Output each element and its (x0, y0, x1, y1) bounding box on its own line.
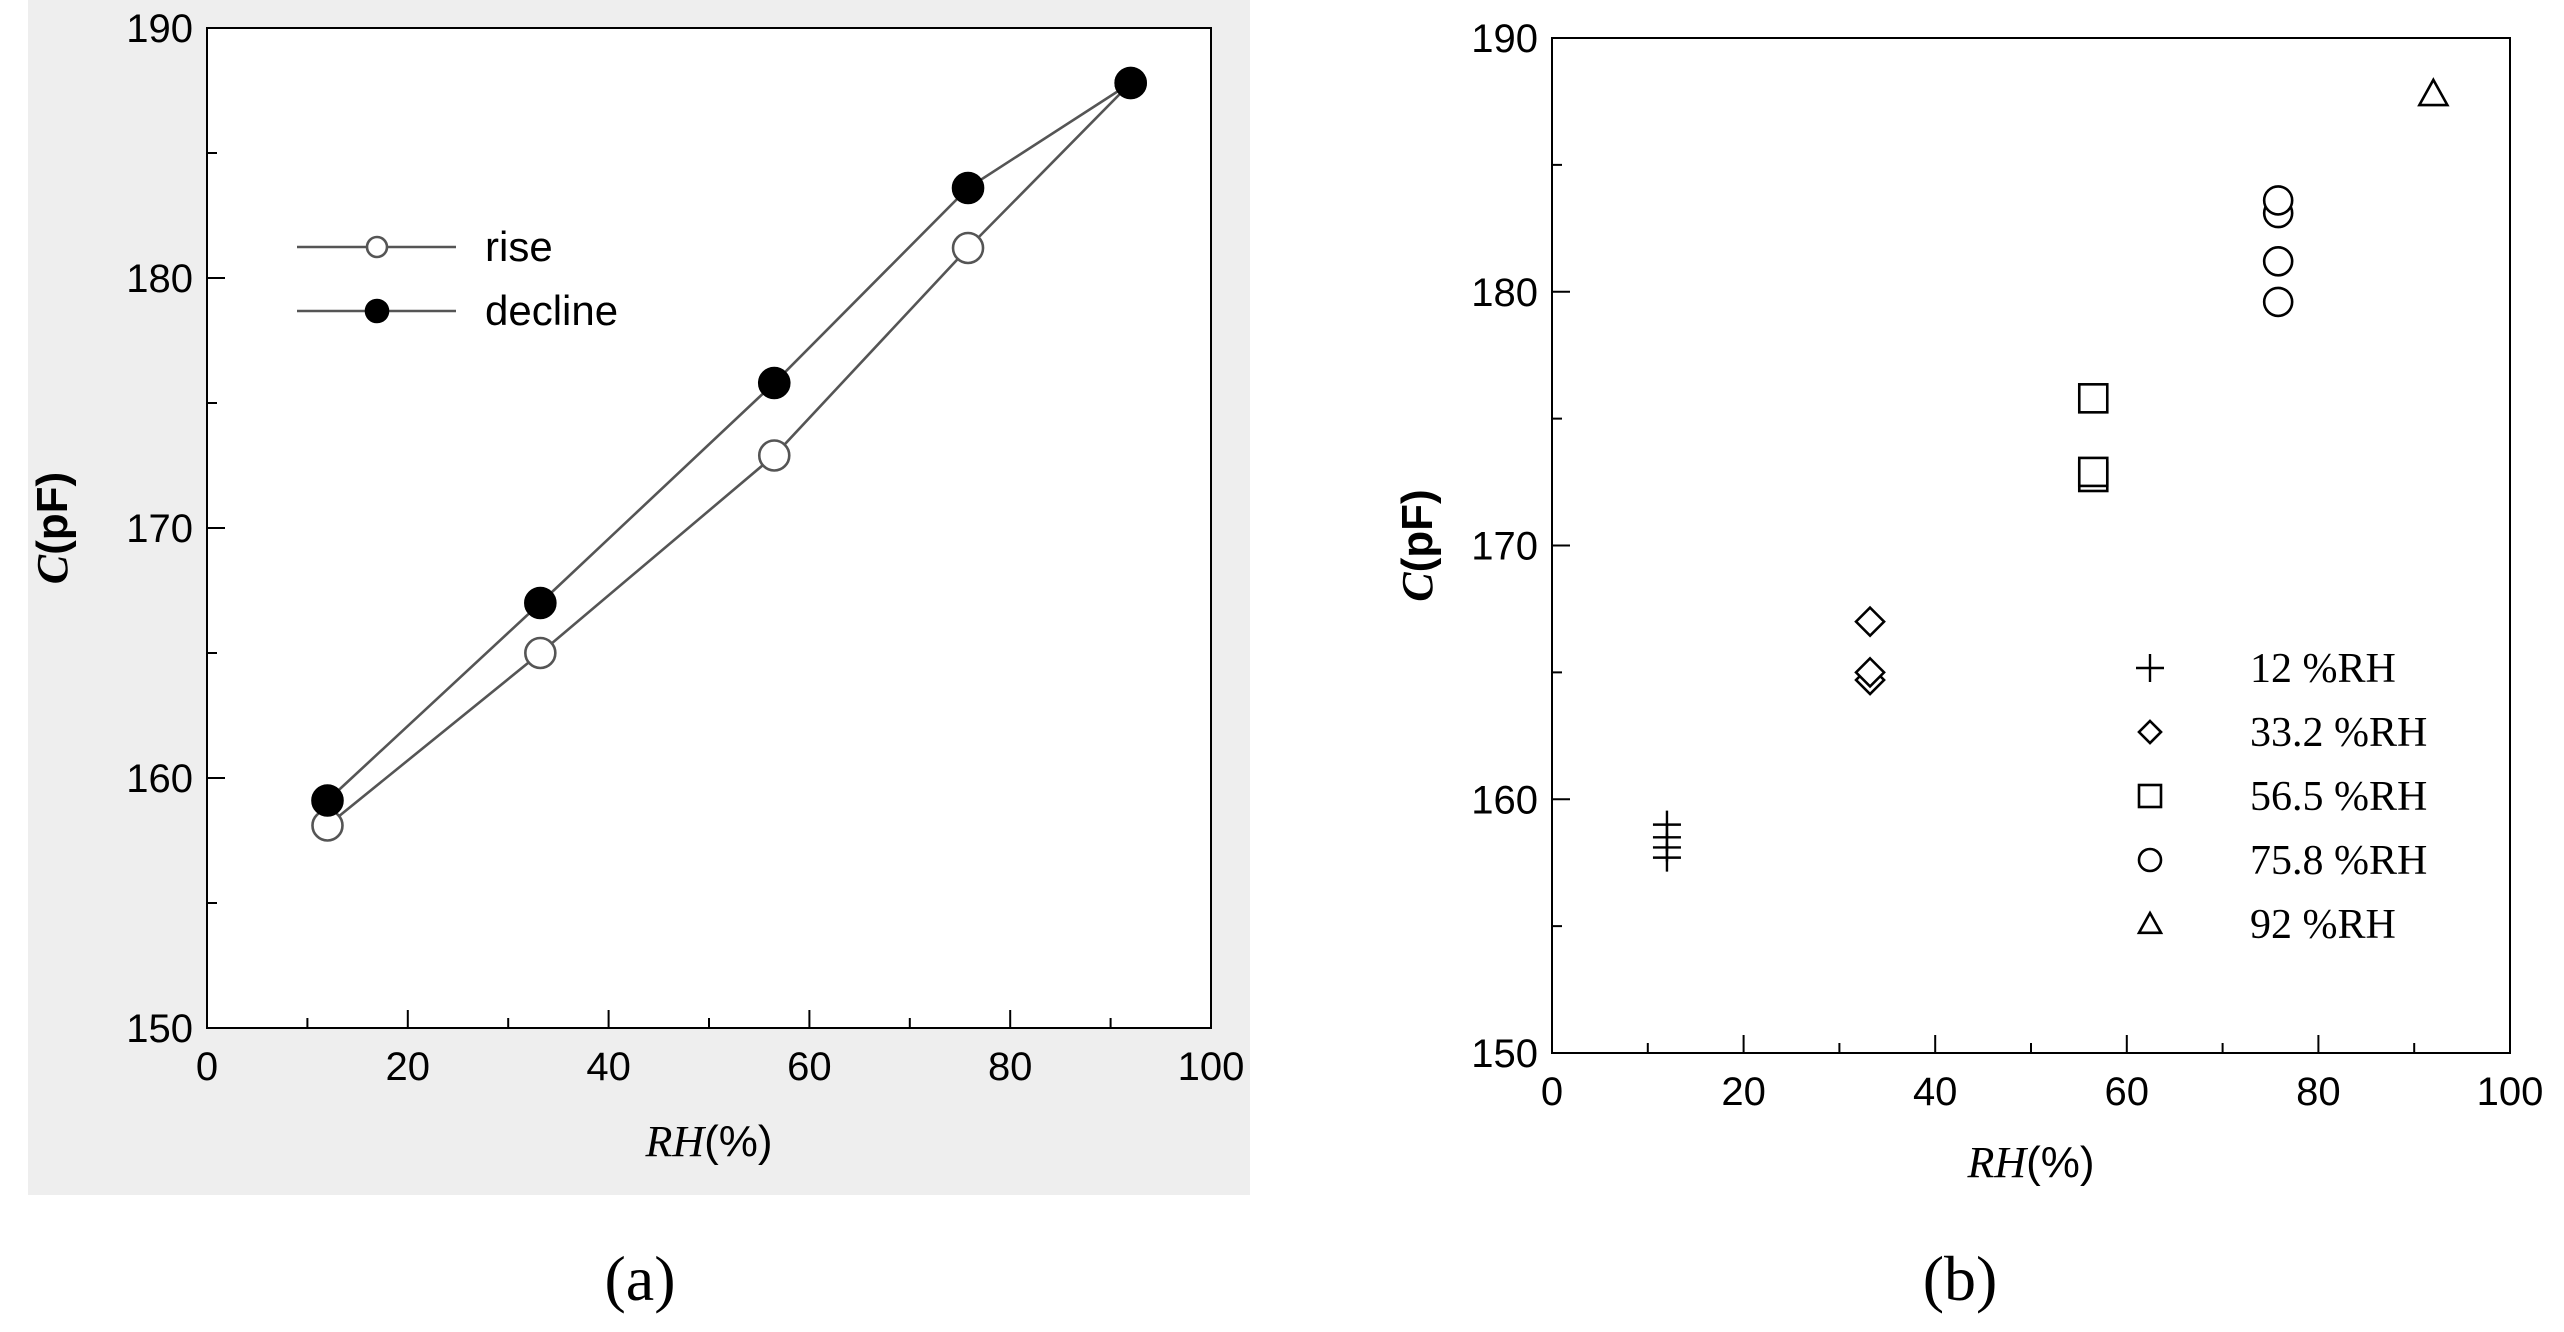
x-tick-label: 60 (787, 1045, 832, 1089)
x-tick-label: 80 (988, 1045, 1033, 1089)
x-axis-unit: (%) (2026, 1138, 2094, 1187)
x-tick-label: 100 (1178, 1045, 1245, 1089)
data-point-rise (524, 636, 557, 670)
y-tick-label: 150 (126, 1007, 193, 1051)
panel-a: 0 20 40 60 80 100 150 160 170 180 190 RH(%) C(pF) ris… (28, 7, 1244, 1314)
y-tick-label: 180 (126, 257, 193, 301)
data-point-circle (2262, 286, 2294, 318)
y-tick-label: 150 (1471, 1032, 1538, 1076)
y-axis-unit: (pF) (28, 472, 77, 555)
data-point-circle (2262, 245, 2294, 277)
data-point-rise (757, 439, 791, 472)
x-axis-variable: RH (644, 1117, 706, 1166)
legend-marker (365, 235, 389, 259)
y-tick-label: 170 (126, 507, 193, 551)
x-tick-label: 40 (1913, 1070, 1958, 1114)
x-tick-label: 60 (2105, 1070, 2150, 1114)
panel-b: 0 20 40 60 80 100 150 160 170 180 190 RH(%) C(pF) 12 … (1393, 17, 2543, 1314)
x-tick-label: 0 (1541, 1070, 1563, 1114)
y-axis-variable: C (1393, 572, 1442, 602)
legend-label: 12 %RH (2250, 646, 2396, 692)
y-tick-label: 180 (1471, 271, 1538, 315)
y-tick-label: 170 (1471, 525, 1538, 569)
data-point-diamond (1854, 656, 1886, 689)
x-axis-unit: (%) (704, 1117, 772, 1166)
legend-label: decline (485, 287, 618, 334)
data-point-decline (311, 784, 344, 817)
x-tick-label: 100 (2477, 1070, 2544, 1114)
legend-marker (2137, 719, 2163, 745)
legend-label: 92 %RH (2250, 902, 2396, 948)
data-point-square (2077, 383, 2109, 414)
plot-frame (206, 27, 1212, 1029)
panel-caption: (a) (604, 1243, 675, 1314)
x-tick-label: 20 (386, 1045, 431, 1089)
y-tick-label: 190 (1471, 17, 1538, 61)
legend-label: 75.8 %RH (2250, 838, 2427, 884)
data-point-diamond (1854, 605, 1886, 638)
x-tick-label: 40 (586, 1045, 631, 1089)
y-axis-label: C(pF) (28, 472, 77, 584)
data-point-circle (2262, 185, 2294, 216)
data-point-decline (951, 171, 985, 205)
data-point-square (2077, 456, 2109, 488)
legend-label: 33.2 %RH (2250, 710, 2427, 756)
legend-marker (364, 298, 390, 324)
data-point-plus (1652, 810, 1681, 839)
legend-label: 56.5 %RH (2250, 774, 2427, 820)
y-axis-label: C(pF) (1393, 489, 1442, 601)
legend-marker (2137, 847, 2163, 873)
x-tick-label: 80 (2296, 1070, 2341, 1114)
y-tick-label: 190 (126, 7, 193, 51)
x-tick-label: 20 (1721, 1070, 1766, 1114)
data-point-decline (1114, 66, 1147, 100)
x-axis-variable: RH (1966, 1138, 2028, 1187)
y-tick-label: 160 (126, 757, 193, 801)
y-axis-unit: (pF) (1393, 489, 1442, 572)
data-point-triangle (2417, 77, 2450, 107)
x-axis-label: RH(%) (644, 1117, 772, 1166)
panel-caption: (b) (1923, 1243, 1998, 1314)
x-axis-label: RH(%) (1966, 1138, 2094, 1187)
data-point-decline (757, 366, 791, 400)
legend-label: rise (485, 223, 553, 270)
plot-frame (1551, 37, 2511, 1054)
data-point-decline (524, 586, 557, 620)
data-point-rise (951, 231, 985, 265)
legend-marker (2137, 783, 2163, 809)
legend-marker (2136, 910, 2164, 935)
y-tick-label: 160 (1471, 778, 1538, 822)
y-axis-variable: C (28, 554, 77, 584)
legend-marker (2136, 654, 2164, 682)
x-tick-label: 0 (196, 1045, 218, 1089)
